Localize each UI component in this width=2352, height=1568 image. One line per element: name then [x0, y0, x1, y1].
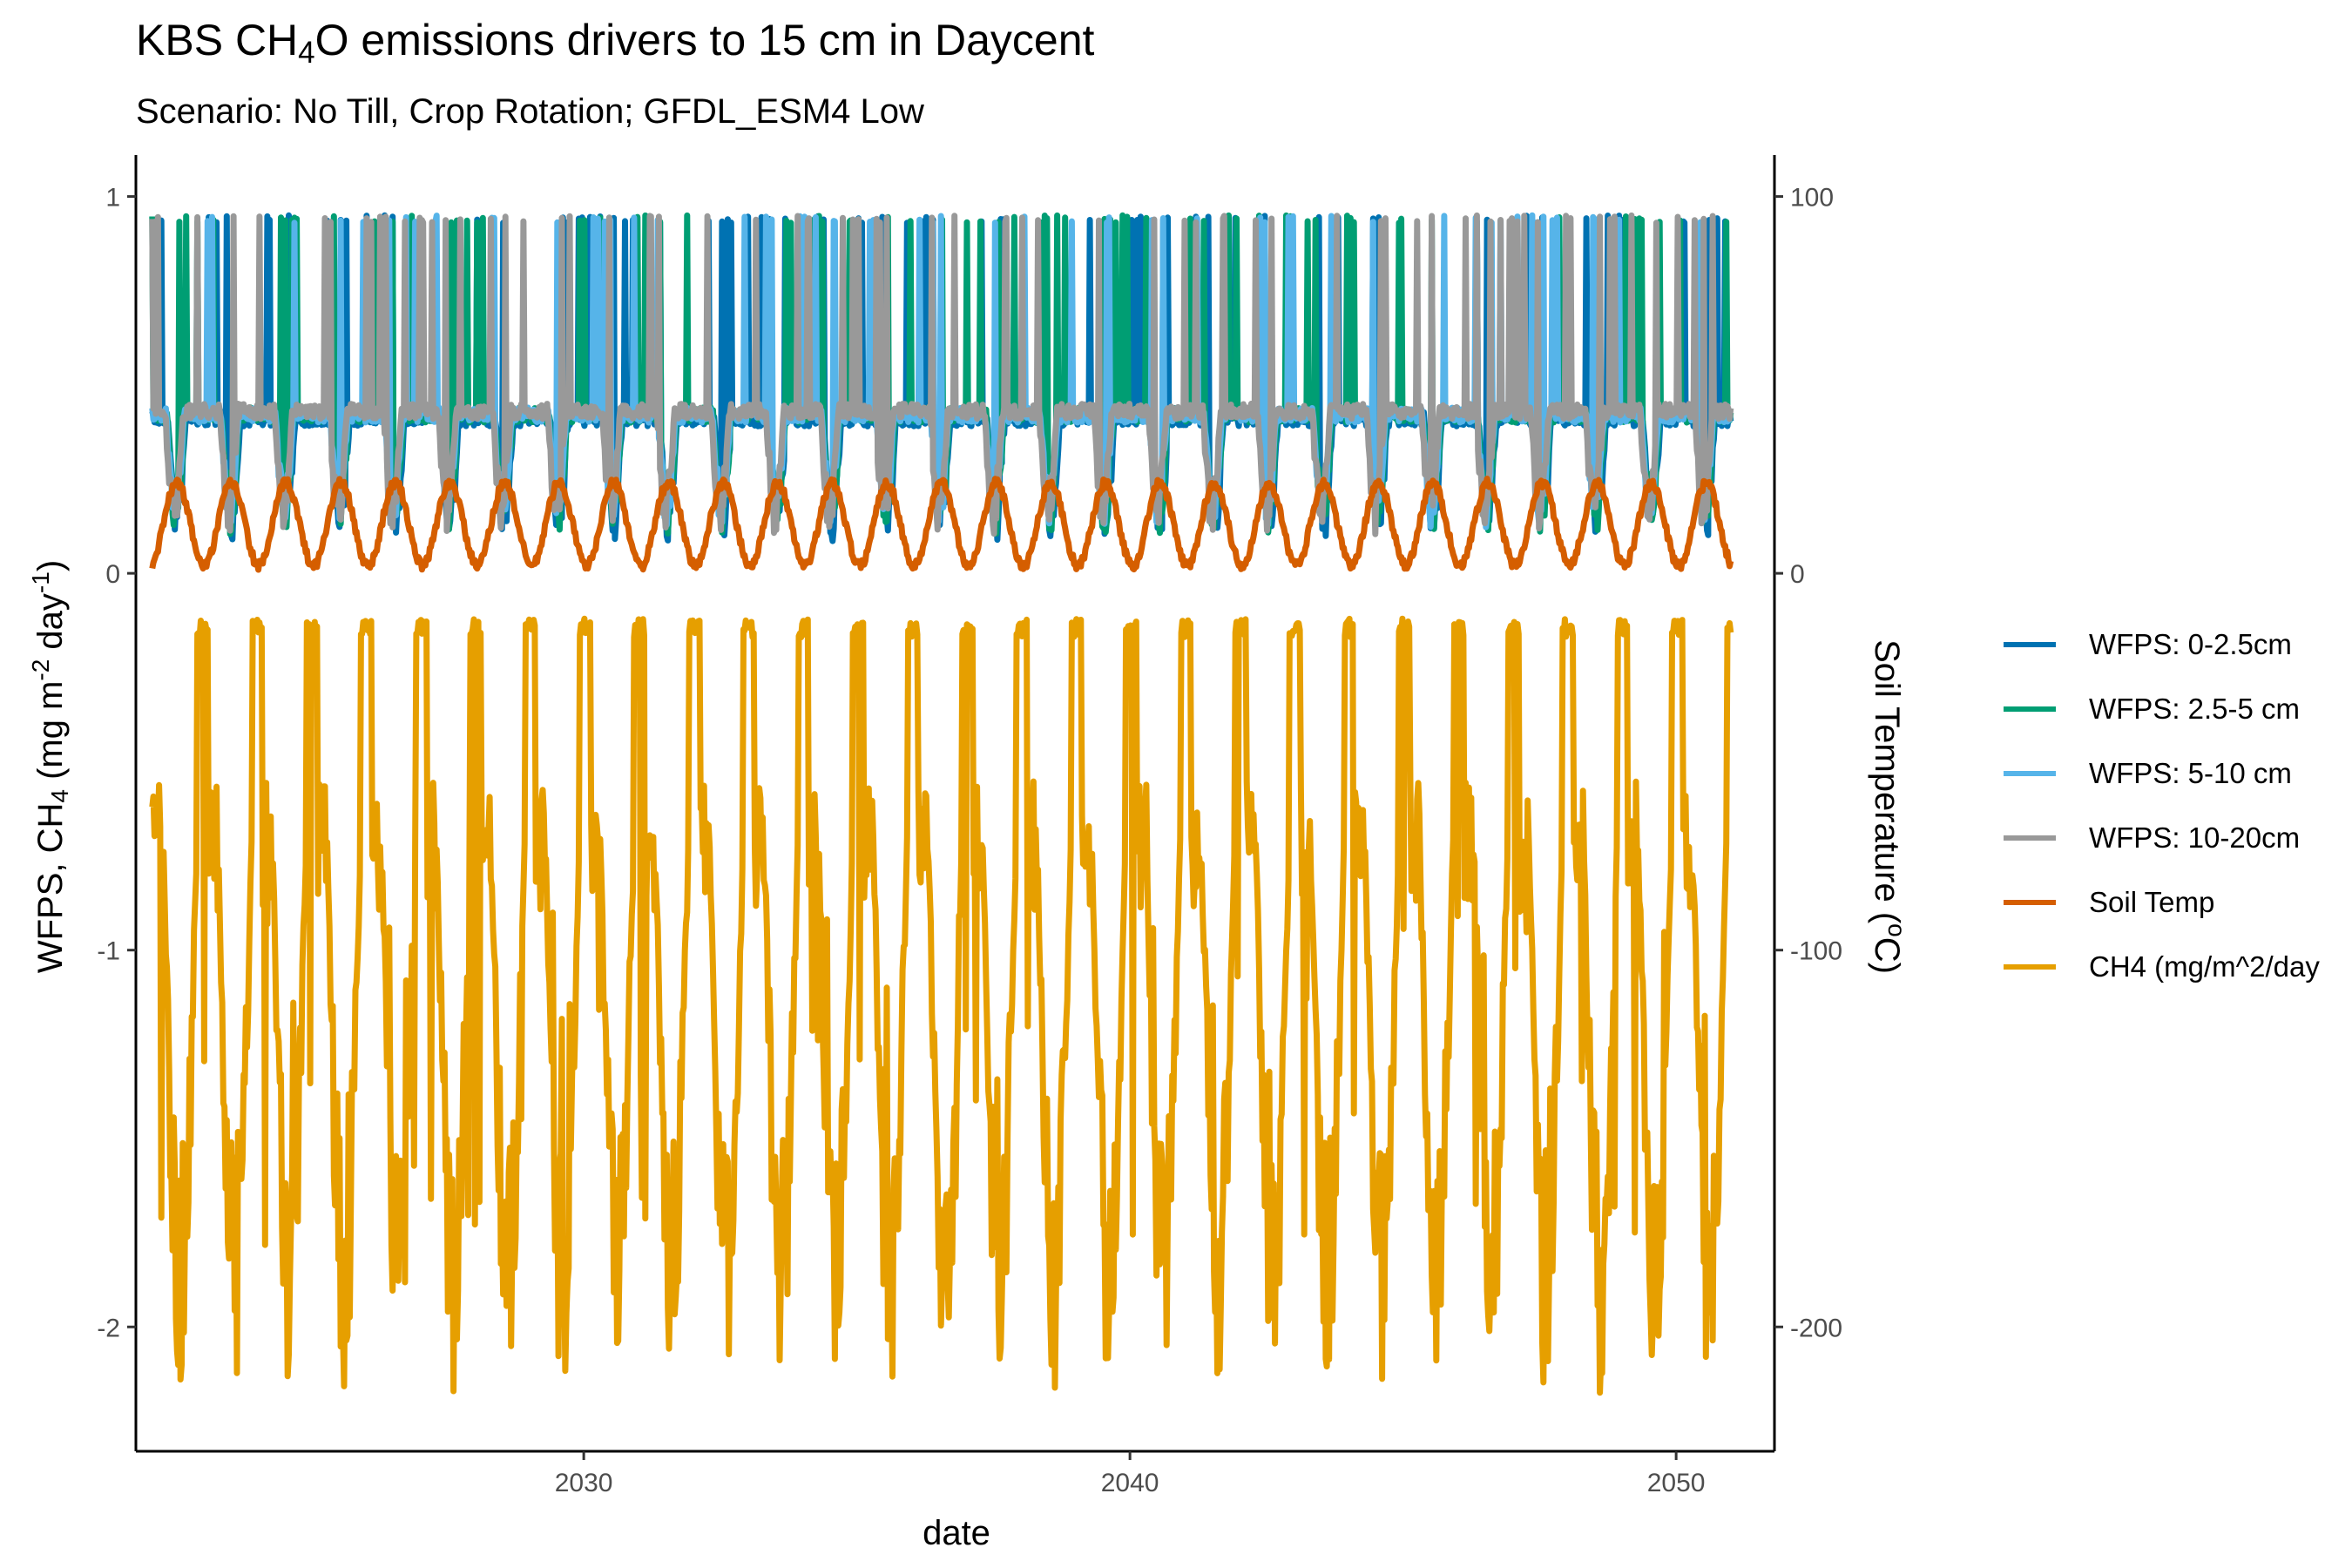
soil-temp-line	[149, 476, 1734, 573]
y-right-tick-label: -100	[1790, 937, 1842, 966]
legend-label: WFPS: 2.5-5 cm	[2089, 693, 2301, 725]
legend-item: WFPS: 5-10 cm	[2004, 756, 2292, 791]
y-left-tick-label: 0	[105, 560, 120, 589]
legend-key	[2004, 642, 2056, 647]
chart-subtitle: Scenario: No Till, Crop Rotation; GFDL_E…	[136, 92, 924, 131]
legend-label: CH4 (mg/m^2/day	[2089, 950, 2320, 983]
legend-key	[2004, 835, 2056, 841]
x-tick-label: 2050	[1647, 1469, 1706, 1497]
y-right-tick-label: 0	[1790, 560, 1805, 589]
legend-label: WFPS: 0-2.5cm	[2089, 628, 2292, 660]
legend-item: WFPS: 0-2.5cm	[2004, 627, 2292, 662]
y-axis-right-label: Soil Temperature (oC)	[1867, 639, 1911, 974]
legend-item: WFPS: 2.5-5 cm	[2004, 692, 2300, 727]
x-tick-label: 2040	[1101, 1469, 1159, 1497]
x-tick-label: 2030	[555, 1469, 613, 1497]
y-axis-left-label: WFPS, CH4 (mg m-2 day-1)	[26, 559, 74, 974]
y-left-tick-label: -2	[97, 1314, 120, 1342]
ch4-line	[149, 615, 1734, 1396]
legend-label: Soil Temp	[2089, 886, 2215, 918]
wfps-10-20-line	[149, 212, 1734, 537]
legend-item: Soil Temp	[2004, 885, 2214, 920]
y-right-tick-label: -200	[1790, 1314, 1842, 1342]
legend-label: WFPS: 10-20cm	[2089, 821, 2301, 854]
y-left-tick-label: -1	[97, 937, 120, 966]
chart-title: KBS CH4O emissions drivers to 15 cm in D…	[136, 16, 1095, 70]
legend-key	[2004, 964, 2056, 970]
legend-item: WFPS: 10-20cm	[2004, 821, 2300, 855]
legend-key	[2004, 771, 2056, 776]
legend-key	[2004, 900, 2056, 905]
x-axis-label: date	[923, 1514, 990, 1552]
y-left-tick-label: 1	[105, 184, 120, 213]
legend-item: CH4 (mg/m^2/day	[2004, 950, 2320, 984]
y-right-tick-label: 100	[1790, 184, 1834, 213]
legend-label: WFPS: 5-10 cm	[2089, 757, 2292, 789]
legend-key	[2004, 706, 2056, 712]
